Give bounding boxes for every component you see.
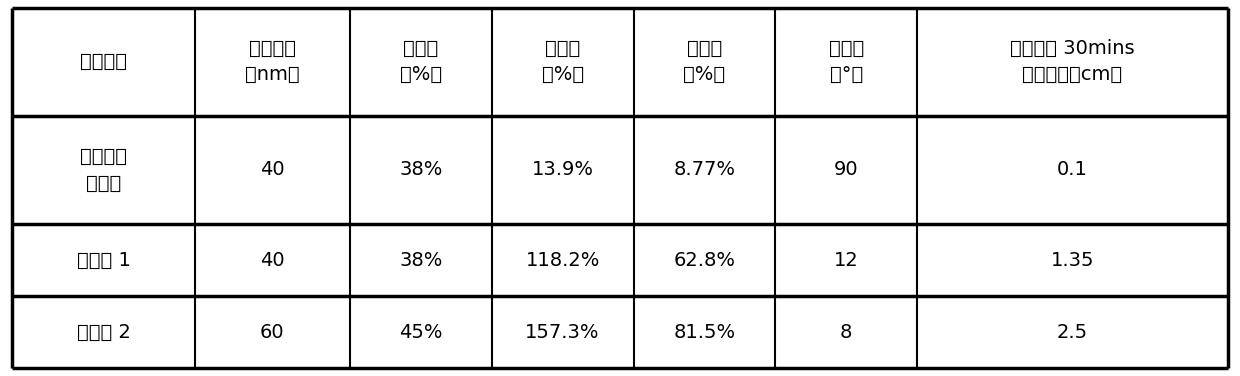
Text: 接触角
（°）: 接触角 （°） (828, 39, 864, 85)
Text: 13.9%: 13.9% (532, 161, 594, 179)
Text: 吸液率
（%）: 吸液率 （%） (542, 39, 584, 85)
Text: 38%: 38% (399, 161, 443, 179)
Text: 8: 8 (839, 323, 852, 342)
Text: 0.1: 0.1 (1056, 161, 1087, 179)
Text: 12: 12 (833, 251, 858, 270)
Text: 实施例 1: 实施例 1 (77, 251, 130, 270)
Text: 1.35: 1.35 (1050, 251, 1094, 270)
Text: 90: 90 (833, 161, 858, 179)
Text: 118.2%: 118.2% (526, 251, 600, 270)
Text: 吸液速率 30mins
上升高度（cm）: 吸液速率 30mins 上升高度（cm） (1011, 39, 1135, 85)
Text: 157.3%: 157.3% (526, 323, 600, 342)
Text: 62.8%: 62.8% (673, 251, 735, 270)
Text: 传统聚乙
烯隔膜: 传统聚乙 烯隔膜 (81, 147, 126, 193)
Text: 隔膜名称: 隔膜名称 (81, 52, 126, 71)
Text: 8.77%: 8.77% (673, 161, 735, 179)
Text: 平均孔径
（nm）: 平均孔径 （nm） (246, 39, 300, 85)
Text: 81.5%: 81.5% (673, 323, 735, 342)
Text: 38%: 38% (399, 251, 443, 270)
Text: 60: 60 (260, 323, 285, 342)
Text: 保液率
（%）: 保液率 （%） (683, 39, 725, 85)
Text: 40: 40 (260, 161, 285, 179)
Text: 45%: 45% (399, 323, 443, 342)
Text: 40: 40 (260, 251, 285, 270)
Text: 实施例 2: 实施例 2 (77, 323, 130, 342)
Text: 孔隙率
（%）: 孔隙率 （%） (399, 39, 441, 85)
Text: 2.5: 2.5 (1056, 323, 1087, 342)
